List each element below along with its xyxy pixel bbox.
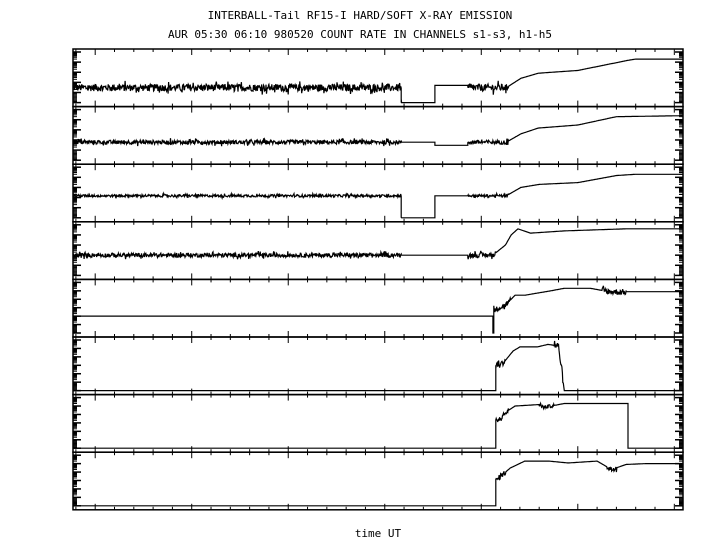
- series-line-h3: [73, 340, 683, 392]
- series-line-h2: [73, 285, 683, 334]
- chart-subtitle: AUR 05:30 06:10 980520 COUNT RATE IN CHA…: [168, 28, 552, 41]
- panel-frame: [72, 451, 684, 511]
- panel-s2: [72, 105, 684, 165]
- panel-frame: [72, 336, 684, 396]
- series-line-h5: [73, 460, 683, 507]
- chart-title: INTERBALL-Tail RF15-I HARD/SOFT X-RAY EM…: [208, 9, 513, 22]
- series-line-s1: [72, 58, 683, 104]
- panel-h5: [72, 451, 684, 511]
- panel-frame: [72, 105, 684, 165]
- panel-h3: [72, 336, 684, 396]
- panel-s3: [72, 163, 684, 223]
- series-line-s2: [72, 115, 683, 147]
- series-line-h4: [73, 401, 683, 449]
- panel-frame: [72, 163, 684, 223]
- series-line-s3: [72, 173, 683, 219]
- series-line-h1: [72, 228, 683, 260]
- panel-frame: [72, 48, 684, 108]
- panel-h4: [72, 393, 684, 453]
- panel-h1: [72, 221, 684, 281]
- panel-s1: [72, 48, 684, 108]
- panels: [72, 48, 684, 511]
- panel-h2: [72, 278, 684, 338]
- x-axis-label: time UT: [355, 527, 402, 540]
